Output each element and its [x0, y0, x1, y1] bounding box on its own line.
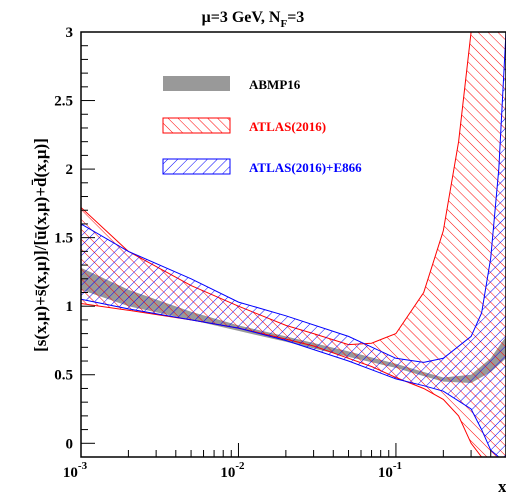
x-tick-label: 10-3	[63, 460, 88, 481]
legend-label-2: ATLAS(2016)	[249, 119, 326, 134]
chart-title: μ=3 GeV, NF=3	[202, 9, 305, 30]
y-tick-label: 1	[66, 299, 74, 315]
band-3	[81, 32, 506, 457]
y-tick-label: 1.5	[54, 231, 73, 247]
y-tick-label: 2	[66, 162, 74, 178]
y-tick-label: 0.5	[54, 368, 73, 384]
plot-frame	[80, 31, 506, 458]
y-tick-label: 0	[66, 436, 74, 452]
legend-label-3: ATLAS(2016)+E866	[249, 160, 362, 175]
x-tick-label: 10-1	[378, 460, 402, 481]
legend-swatch-2	[162, 117, 231, 134]
y-axis-label: [s(x,μ)+s̄(x,μ)]/[ū(x,μ)+d̄(x,μ)]	[31, 138, 50, 352]
band-2	[81, 32, 506, 457]
legend-swatch-3	[162, 158, 231, 175]
x-tick-label: 10-2	[220, 460, 245, 481]
legend-label-1: ABMP16	[249, 77, 301, 92]
legend-swatch-1	[163, 76, 230, 91]
x-axis-label: x	[498, 477, 506, 496]
y-tick-label: 3	[66, 25, 74, 41]
legend: ABMP16 ATLAS(2016) ATLAS(2016)+E866	[162, 76, 362, 175]
y-tick-label: 2.5	[54, 94, 73, 110]
